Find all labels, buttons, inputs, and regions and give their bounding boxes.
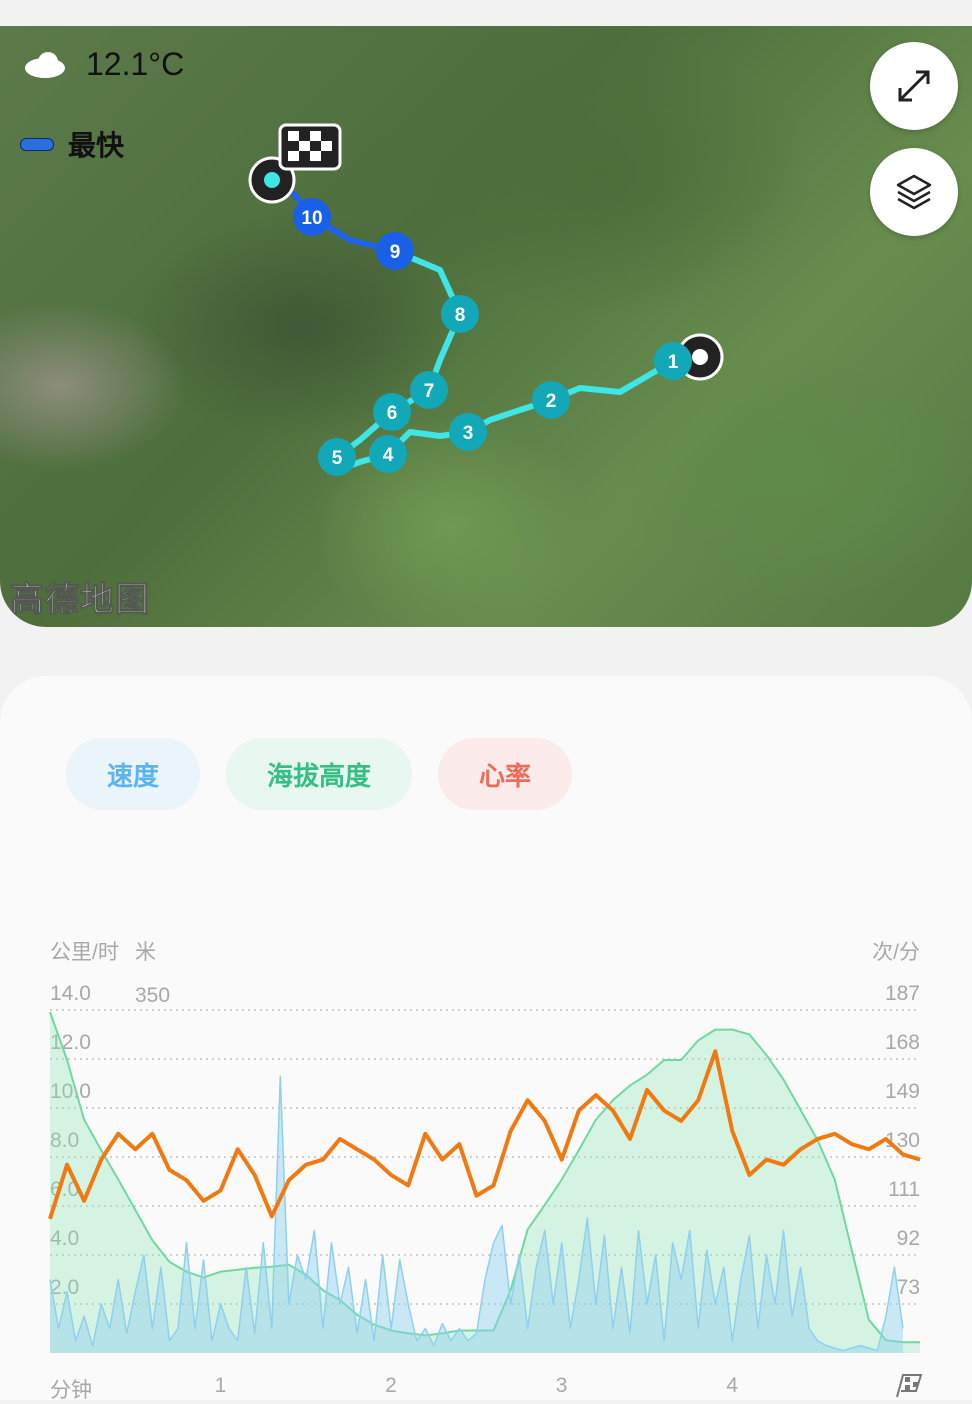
split-marker[interactable]: 7 [410, 371, 448, 409]
temperature: 12.1°C [86, 46, 184, 83]
layers-icon [894, 172, 934, 212]
expand-icon [894, 66, 934, 106]
split-marker[interactable]: 6 [373, 393, 411, 431]
split-marker-label: 8 [455, 305, 466, 326]
split-marker-label: 6 [387, 403, 398, 424]
split-marker-label: 4 [383, 445, 394, 466]
route-overlay: 1 2 3 4 5 6 7 8 9 10 [0, 26, 972, 627]
split-marker-label: 1 [668, 352, 679, 373]
fastest-legend-swatch [20, 138, 54, 151]
split-marker-label: 5 [332, 448, 343, 469]
checkered-flag-icon [897, 1375, 921, 1397]
split-marker[interactable]: 4 [369, 435, 407, 473]
route-map[interactable]: 1 2 3 4 5 6 7 8 9 10 12.1°C 最快 高德地图 [0, 26, 972, 627]
map-watermark: 高德地图 [10, 572, 150, 621]
fastest-legend-label: 最快 [68, 124, 124, 164]
expand-button[interactable] [870, 42, 958, 130]
activity-chart [0, 676, 972, 1400]
split-marker[interactable]: 2 [532, 381, 570, 419]
cloud-icon [24, 52, 66, 78]
split-marker[interactable]: 9 [376, 232, 414, 270]
split-marker[interactable]: 3 [449, 413, 487, 451]
split-marker-label: 2 [546, 391, 557, 412]
split-marker-label: 3 [463, 423, 474, 444]
finish-marker [250, 125, 340, 202]
split-marker[interactable]: 10 [293, 198, 331, 236]
weather: 12.1°C [24, 46, 184, 83]
split-marker[interactable]: 5 [318, 438, 356, 476]
split-marker-label: 10 [301, 208, 322, 229]
split-marker[interactable]: 8 [441, 295, 479, 333]
split-marker-label: 9 [390, 242, 401, 263]
map-legend: 最快 [20, 124, 124, 164]
layers-button[interactable] [870, 148, 958, 236]
split-marker-label: 7 [424, 381, 435, 402]
split-marker[interactable]: 1 [654, 342, 692, 380]
